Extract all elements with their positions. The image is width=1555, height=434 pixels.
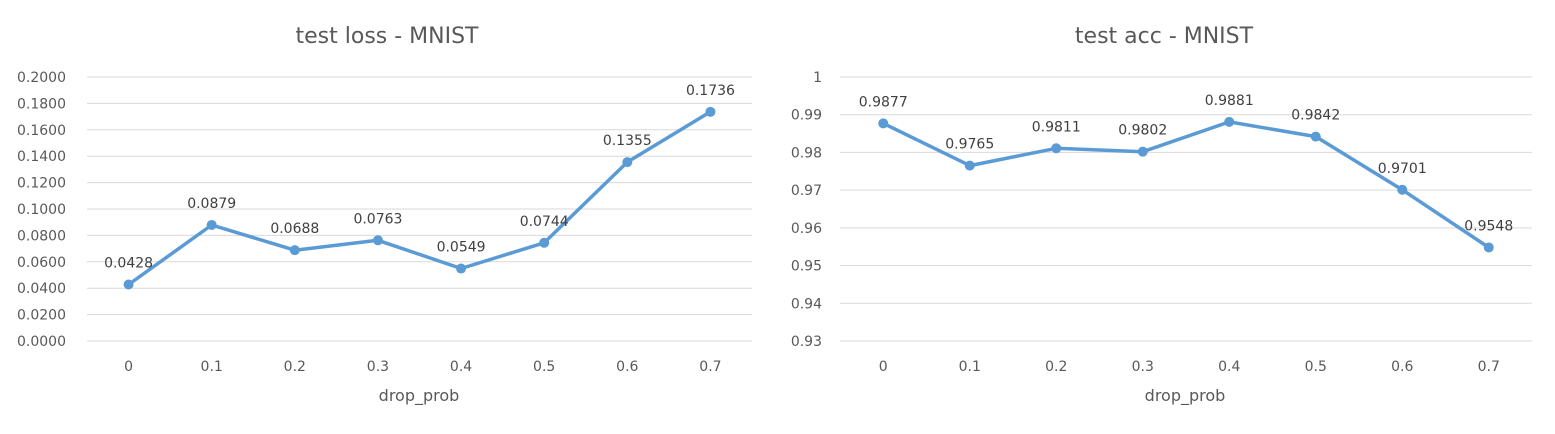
data-label: 0.0688 bbox=[270, 221, 319, 237]
data-point bbox=[705, 106, 716, 117]
gridlines bbox=[87, 76, 752, 342]
gridlines bbox=[840, 76, 1532, 342]
data-label: 0.9765 bbox=[945, 137, 994, 153]
test-loss-chart-svg: test loss - MNIST drop_prob 0.0000 0.0200… bbox=[17, 24, 752, 406]
x-axis-title: drop_prob bbox=[1145, 386, 1226, 406]
x-tick-label: 0.1 bbox=[959, 359, 981, 375]
x-axis-ticks: 0 0.1 0.2 0.3 0.4 0.5 0.6 0.7 bbox=[124, 359, 721, 375]
data-point bbox=[622, 157, 633, 168]
data-point bbox=[1483, 242, 1494, 253]
y-tick-label: 0.1000 bbox=[17, 202, 66, 218]
data-label: 0.9701 bbox=[1378, 161, 1427, 177]
data-label: 0.0744 bbox=[520, 214, 569, 230]
data-labels: 0.0428 0.0879 0.0688 0.0763 0.0549 0.0744 0.13… bbox=[104, 83, 735, 272]
x-tick-label: 0.1 bbox=[201, 359, 223, 375]
x-tick-label: 0.5 bbox=[1305, 359, 1327, 375]
chart-title: test loss - MNIST bbox=[296, 24, 480, 49]
x-tick-label: 0 bbox=[124, 359, 133, 375]
data-points bbox=[878, 116, 1494, 253]
data-point bbox=[964, 160, 975, 171]
data-point bbox=[1224, 116, 1235, 127]
x-tick-label: 0.3 bbox=[1132, 359, 1154, 375]
data-point bbox=[123, 279, 134, 290]
x-tick-label: 0.2 bbox=[284, 359, 306, 375]
data-point bbox=[206, 219, 217, 230]
data-point bbox=[1137, 146, 1148, 157]
y-tick-label: 0.0400 bbox=[17, 281, 66, 297]
y-tick-label: 0.95 bbox=[791, 259, 822, 275]
y-axis-ticks: 0.93 0.94 0.95 0.96 0.97 0.98 0.99 1 bbox=[791, 70, 822, 350]
chart-title: test acc - MNIST bbox=[1075, 24, 1254, 49]
series-line bbox=[881, 120, 1491, 250]
y-tick-label: 0.1200 bbox=[17, 176, 66, 192]
data-point bbox=[372, 235, 383, 246]
data-point bbox=[456, 263, 467, 274]
y-tick-label: 0.94 bbox=[791, 296, 822, 312]
data-point bbox=[878, 118, 889, 129]
test-acc-chart: test acc - MNIST drop_prob 0.93 0.94 0.95 0… bbox=[770, 0, 1555, 434]
data-label: 0.9881 bbox=[1205, 93, 1254, 109]
data-label: 0.1355 bbox=[603, 133, 652, 149]
data-label: 0.0763 bbox=[353, 211, 402, 227]
data-label: 0.0428 bbox=[104, 256, 153, 272]
data-label: 0.9548 bbox=[1464, 218, 1513, 234]
data-label: 0.0549 bbox=[437, 240, 486, 256]
y-tick-label: 0.96 bbox=[791, 221, 822, 237]
y-tick-label: 0.2000 bbox=[17, 70, 66, 86]
x-tick-label: 0.4 bbox=[1218, 359, 1240, 375]
y-tick-label: 0.0800 bbox=[17, 228, 66, 244]
data-label: 0.9842 bbox=[1291, 108, 1340, 124]
x-axis-ticks: 0 0.1 0.2 0.3 0.4 0.5 0.6 0.7 bbox=[879, 359, 1500, 375]
data-point bbox=[1051, 143, 1062, 154]
y-tick-label: 0.1400 bbox=[17, 149, 66, 165]
x-tick-label: 0 bbox=[879, 359, 888, 375]
data-label: 0.1736 bbox=[686, 83, 735, 99]
y-tick-label: 0.98 bbox=[791, 145, 822, 161]
x-axis-title: drop_prob bbox=[379, 386, 460, 406]
data-label: 0.0879 bbox=[187, 196, 236, 212]
y-tick-label: 0.97 bbox=[791, 183, 822, 199]
y-axis-ticks: 0.0000 0.0200 0.0400 0.0600 0.0800 0.1000 0.12… bbox=[17, 70, 66, 350]
y-tick-label: 0.0000 bbox=[17, 334, 66, 350]
x-tick-label: 0.7 bbox=[699, 359, 721, 375]
y-tick-label: 0.93 bbox=[791, 334, 822, 350]
data-label: 0.9802 bbox=[1118, 123, 1167, 139]
x-tick-label: 0.5 bbox=[533, 359, 555, 375]
data-label: 0.9811 bbox=[1032, 119, 1081, 135]
data-points bbox=[123, 106, 716, 290]
y-tick-label: 0.1800 bbox=[17, 96, 66, 112]
x-tick-label: 0.6 bbox=[1391, 359, 1413, 375]
data-labels: 0.9877 0.9765 0.9811 0.9802 0.9881 0.9842 0.97… bbox=[859, 93, 1514, 235]
series-line bbox=[126, 110, 713, 287]
y-tick-label: 0.1600 bbox=[17, 123, 66, 139]
y-tick-label: 0.0200 bbox=[17, 308, 66, 324]
data-point bbox=[539, 237, 550, 248]
data-point bbox=[1397, 184, 1408, 195]
x-tick-label: 0.4 bbox=[450, 359, 472, 375]
x-tick-label: 0.6 bbox=[616, 359, 638, 375]
x-tick-label: 0.2 bbox=[1045, 359, 1067, 375]
x-tick-label: 0.3 bbox=[367, 359, 389, 375]
x-tick-label: 0.7 bbox=[1478, 359, 1500, 375]
y-tick-label: 0.99 bbox=[791, 108, 822, 124]
test-loss-chart: test loss - MNIST drop_prob 0.0000 0.0200… bbox=[0, 0, 760, 434]
data-point bbox=[289, 245, 300, 256]
y-tick-label: 0.0600 bbox=[17, 255, 66, 271]
test-acc-chart-svg: test acc - MNIST drop_prob 0.930.940.950… bbox=[791, 24, 1532, 406]
data-point bbox=[1310, 131, 1321, 142]
y-tick-label: 1 bbox=[813, 70, 822, 86]
data-label: 0.9877 bbox=[859, 94, 908, 110]
